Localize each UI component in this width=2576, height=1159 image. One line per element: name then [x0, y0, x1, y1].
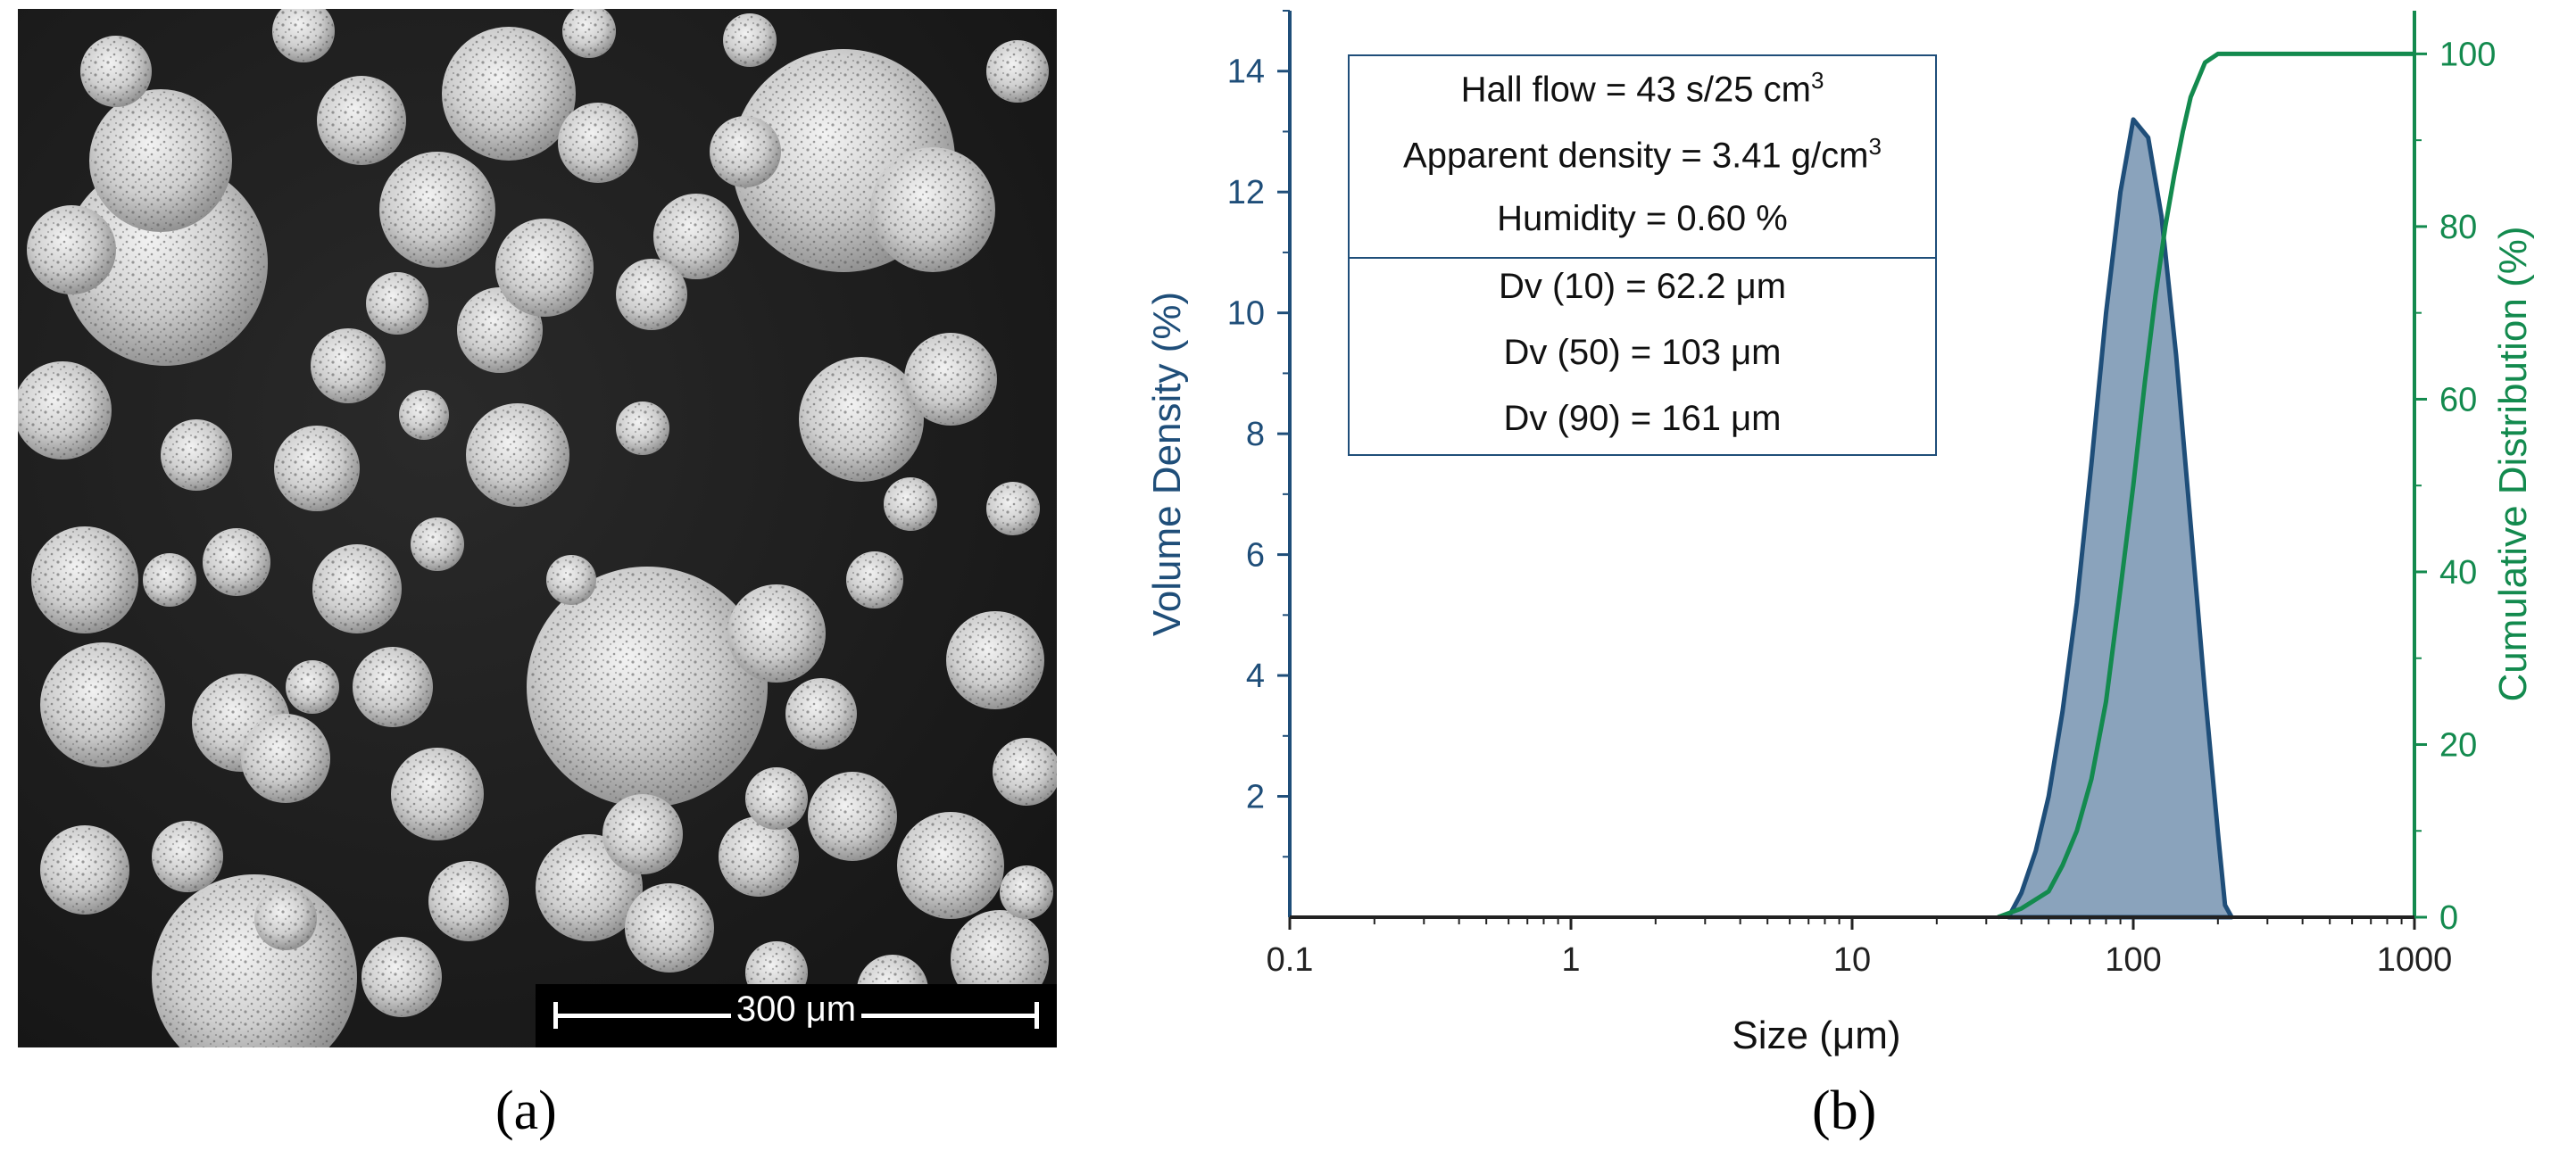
particle-texture: [313, 545, 401, 633]
particle-texture: [801, 359, 922, 480]
particle-texture: [987, 41, 1048, 102]
y-tick-label: 6: [1246, 537, 1265, 575]
particle-texture: [723, 13, 777, 67]
particle-texture: [399, 390, 449, 440]
particle-texture: [947, 612, 1043, 708]
x-axis-label: Size (μm): [1732, 1014, 1900, 1057]
y-tick-label: 14: [1227, 54, 1265, 91]
particle-texture: [616, 402, 669, 455]
y2-tick-label: 40: [2439, 554, 2477, 592]
particle-texture: [275, 426, 359, 510]
particle-texture: [429, 862, 508, 940]
particle-texture: [617, 260, 686, 329]
particle-texture: [312, 329, 385, 402]
particle-texture: [242, 715, 329, 802]
dv50-text: Dv (50) = 103 μm: [1503, 333, 1782, 372]
particle-texture: [362, 938, 441, 1016]
y2-tick-label: 80: [2439, 209, 2477, 246]
volume-density-area: [2006, 117, 2234, 920]
particle-texture: [559, 103, 637, 182]
particle-texture: [91, 91, 230, 230]
particle-texture: [467, 404, 569, 506]
particle-texture: [872, 149, 993, 270]
particle-texture: [905, 334, 996, 425]
particle-texture: [496, 219, 593, 316]
y-tick-label: 12: [1227, 174, 1265, 211]
particle-texture: [786, 679, 856, 749]
powder-particles-image: [18, 9, 1057, 1047]
x-tick-label: 100: [2105, 941, 2161, 979]
panel-label-a: (a): [495, 1080, 557, 1141]
particle-texture: [1000, 865, 1053, 919]
particle-texture: [353, 648, 432, 726]
particle-texture: [318, 77, 405, 164]
scale-bar: 300 μm: [536, 984, 1057, 1047]
scale-bar-tick-left: [553, 1002, 558, 1029]
particle-texture: [153, 822, 222, 891]
y2-tick-label: 100: [2439, 36, 2496, 73]
x-tick-label: 1000: [2377, 941, 2453, 979]
particle-texture: [367, 273, 428, 334]
particle-texture: [41, 826, 129, 914]
particle-texture: [846, 551, 903, 608]
particle-texture: [530, 570, 764, 804]
y-tick-label: 10: [1227, 295, 1265, 333]
scale-bar-label: 300 μm: [730, 989, 862, 1029]
y2-axis-label: Cumulative Distribution (%): [2491, 226, 2535, 701]
sem-micrograph: [18, 9, 1057, 1047]
y2-tick-label: 0: [2439, 899, 2458, 937]
particle-texture: [719, 817, 798, 896]
dv90-text: Dv (90) = 161 μm: [1503, 399, 1782, 438]
y-tick-label: 2: [1246, 779, 1265, 816]
y2-tick-label: 20: [2439, 726, 2477, 764]
particle-texture: [380, 153, 494, 267]
y-tick-label: 4: [1246, 658, 1265, 695]
particle-texture: [444, 29, 574, 159]
x-tick-label: 10: [1833, 941, 1871, 979]
particle-texture: [42, 644, 163, 766]
cumulative-distribution-line: [1997, 51, 2414, 920]
particle-texture: [81, 37, 151, 106]
particle-texture: [28, 206, 115, 294]
particle-texture: [392, 749, 483, 840]
particle-texture: [546, 555, 596, 605]
particle-texture: [993, 739, 1057, 805]
particle-texture: [143, 553, 196, 607]
particle-texture: [884, 477, 937, 531]
particle-texture: [273, 9, 334, 62]
apparent-density-text: Apparent density = 3.41 g/cm3: [1403, 133, 1882, 176]
scale-bar-tick-right: [1035, 1002, 1039, 1029]
y-tick-label: 8: [1246, 416, 1265, 453]
particle-texture: [809, 773, 896, 860]
flow-properties-section: Hall flow = 43 s/25 cm3 Apparent density…: [1350, 56, 1935, 259]
y2-tick-label: 60: [2439, 381, 2477, 418]
particle-texture: [898, 813, 1003, 918]
particle-texture: [32, 527, 137, 633]
particle-texture: [626, 884, 713, 972]
particle-texture: [746, 768, 807, 829]
particle-texture: [603, 795, 682, 873]
particle-texture: [411, 517, 464, 571]
dv10-text: Dv (10) = 62.2 μm: [1498, 267, 1787, 306]
x-tick-label: 1: [1561, 941, 1580, 979]
particle-texture: [286, 660, 339, 714]
particle-texture: [562, 9, 616, 58]
particle-texture: [710, 117, 780, 186]
particle-texture: [162, 420, 231, 490]
x-tick-label: 0.1: [1267, 941, 1314, 979]
particle-texture: [951, 911, 1048, 1007]
particle-texture: [986, 482, 1040, 535]
size-distribution-chart: 0.1 1 10 100 1000 2 4 6 8 10 12 14 0 20 40 60 80 100 Si…: [1145, 10, 2535, 1057]
particle-texture: [728, 585, 825, 682]
particle-texture: [255, 889, 316, 949]
particle-texture: [18, 362, 111, 459]
particle-texture: [654, 195, 738, 278]
hall-flow-text: Hall flow = 43 s/25 cm3: [1460, 67, 1824, 110]
y-axis-label: Volume Density (%): [1145, 292, 1189, 636]
humidity-text: Humidity = 0.60 %: [1497, 199, 1788, 238]
particle-texture: [204, 529, 270, 595]
panel-label-b: (b): [1812, 1080, 1877, 1141]
powder-properties-box: Hall flow = 43 s/25 cm3 Apparent density…: [1348, 54, 1937, 456]
